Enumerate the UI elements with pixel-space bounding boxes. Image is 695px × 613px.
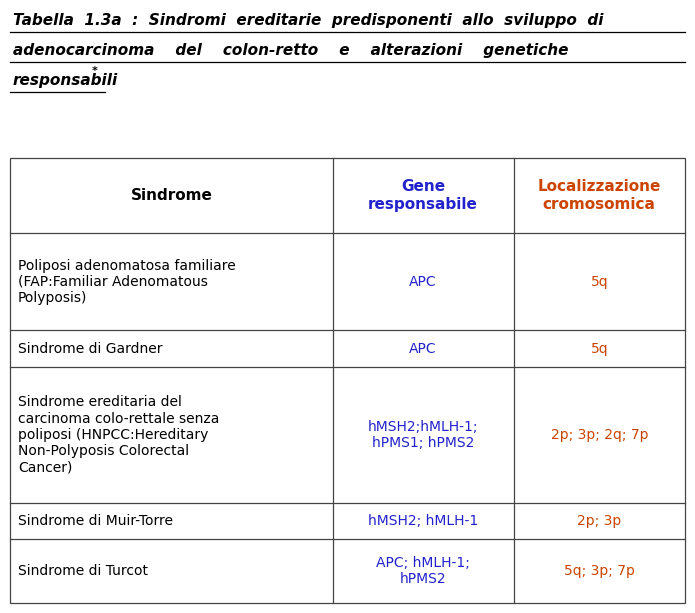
Text: Sindrome: Sindrome	[131, 188, 212, 203]
Text: 5q; 3p; 7p: 5q; 3p; 7p	[564, 564, 635, 578]
Text: Tabella  1.3a  :  Sindromi  ereditarie  predisponenti  allo  sviluppo  di: Tabella 1.3a : Sindromi ereditarie predi…	[13, 13, 603, 28]
Text: APC: APC	[409, 341, 437, 356]
Text: Gene
responsabile: Gene responsabile	[368, 180, 478, 211]
Text: Sindrome di Muir-Torre: Sindrome di Muir-Torre	[18, 514, 173, 528]
Text: Sindrome di Gardner: Sindrome di Gardner	[18, 341, 163, 356]
Text: 2p; 3p; 2q; 7p: 2p; 3p; 2q; 7p	[550, 428, 648, 442]
Text: adenocarcinoma    del    colon-retto    e    alterazioni    genetiche: adenocarcinoma del colon-retto e alteraz…	[13, 43, 569, 58]
Text: 5q: 5q	[591, 341, 608, 356]
Text: APC; hMLH-1;
hPMS2: APC; hMLH-1; hPMS2	[376, 556, 470, 586]
Text: Sindrome di Turcot: Sindrome di Turcot	[18, 564, 148, 578]
Text: Localizzazione
cromosomica: Localizzazione cromosomica	[538, 180, 661, 211]
Text: responsabili: responsabili	[13, 73, 118, 88]
Text: hMSH2; hMLH-1: hMSH2; hMLH-1	[368, 514, 478, 528]
Text: Sindrome ereditaria del
carcinoma colo-rettale senza
poliposi (HNPCC:Hereditary
: Sindrome ereditaria del carcinoma colo-r…	[18, 395, 220, 474]
Bar	[10, 158, 685, 603]
Text: Poliposi adenomatosa familiare
(FAP:Familiar Adenomatous
Polyposis): Poliposi adenomatosa familiare (FAP:Fami…	[18, 259, 236, 305]
Text: APC: APC	[409, 275, 437, 289]
Text: 2p; 3p: 2p; 3p	[577, 514, 621, 528]
Text: *: *	[92, 66, 98, 76]
Text: 5q: 5q	[591, 275, 608, 289]
Text: hMSH2;hMLH-1;
hPMS1; hPMS2: hMSH2;hMLH-1; hPMS1; hPMS2	[368, 420, 478, 450]
